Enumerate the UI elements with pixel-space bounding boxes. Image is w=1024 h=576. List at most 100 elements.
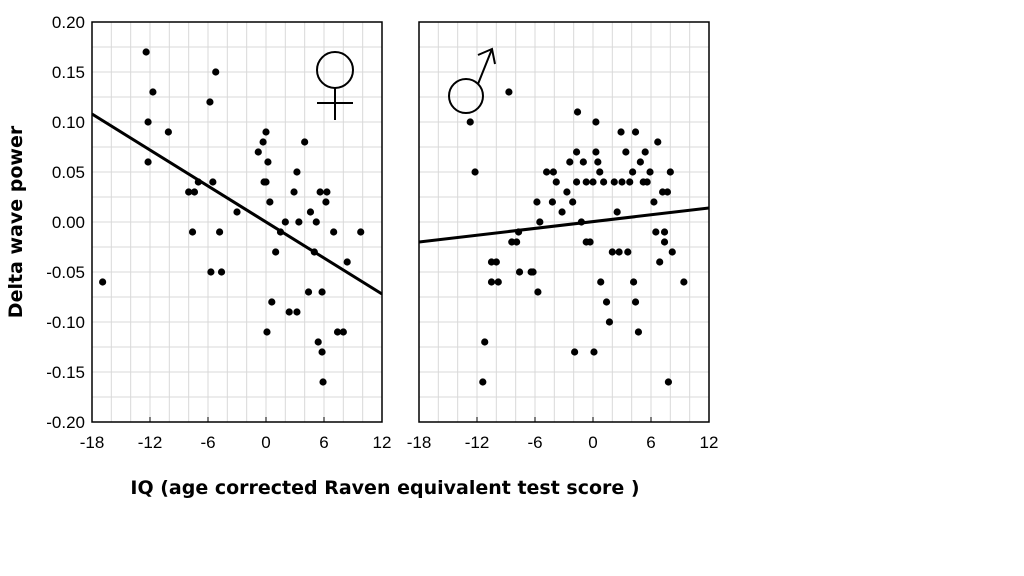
data-point bbox=[663, 188, 672, 196]
data-point bbox=[629, 168, 637, 176]
data-point bbox=[634, 328, 643, 336]
data-point bbox=[264, 158, 272, 166]
data-point bbox=[304, 288, 313, 296]
data-point bbox=[548, 198, 557, 206]
y-tick-label: 0.15 bbox=[52, 63, 85, 82]
data-point bbox=[566, 158, 574, 166]
data-point bbox=[295, 218, 303, 226]
regression-line bbox=[419, 206, 709, 244]
data-point bbox=[552, 178, 560, 186]
data-point bbox=[188, 228, 197, 236]
data-point bbox=[654, 138, 662, 146]
data-point bbox=[293, 168, 301, 176]
data-point bbox=[622, 148, 630, 156]
plot-frame bbox=[91, 21, 383, 423]
data-point bbox=[314, 338, 322, 346]
data-point bbox=[330, 228, 338, 236]
data-point bbox=[536, 218, 544, 226]
x-tick-label: -12 bbox=[138, 433, 163, 452]
x-tick-label: 6 bbox=[319, 433, 328, 452]
data-point bbox=[571, 348, 579, 356]
data-point bbox=[572, 178, 581, 186]
male-symbol-icon bbox=[448, 47, 496, 114]
data-point bbox=[652, 228, 660, 236]
data-point bbox=[558, 208, 566, 216]
data-point bbox=[656, 258, 664, 266]
data-point bbox=[285, 308, 293, 316]
x-tick-label: -6 bbox=[200, 433, 215, 452]
data-point bbox=[322, 198, 330, 206]
panel-female bbox=[91, 21, 383, 423]
data-point bbox=[660, 238, 669, 246]
data-point bbox=[608, 248, 616, 256]
data-point bbox=[668, 248, 676, 256]
x-tick-label: -18 bbox=[80, 433, 105, 452]
data-point bbox=[592, 118, 600, 126]
data-point bbox=[549, 168, 557, 176]
data-point bbox=[333, 328, 342, 336]
x-tick-label: -12 bbox=[465, 433, 490, 452]
data-point bbox=[626, 178, 634, 186]
data-point bbox=[660, 228, 669, 236]
y-axis-label: Delta wave power bbox=[5, 125, 27, 318]
data-point bbox=[579, 158, 587, 166]
y-tick-label: -0.10 bbox=[46, 313, 85, 332]
data-point bbox=[650, 198, 658, 206]
data-point bbox=[543, 168, 551, 176]
data-point bbox=[466, 118, 474, 126]
data-point bbox=[630, 278, 638, 286]
data-point bbox=[144, 158, 152, 166]
data-point bbox=[589, 178, 597, 186]
data-point bbox=[505, 88, 513, 96]
data-point bbox=[487, 278, 496, 286]
data-point bbox=[641, 148, 649, 156]
data-point bbox=[144, 118, 152, 126]
data-point bbox=[471, 168, 479, 176]
data-point bbox=[293, 308, 301, 316]
data-point bbox=[479, 378, 487, 386]
data-point bbox=[318, 288, 326, 296]
data-point bbox=[323, 188, 331, 196]
data-point bbox=[600, 178, 608, 186]
data-point bbox=[217, 268, 226, 276]
data-point bbox=[664, 378, 673, 386]
data-point bbox=[259, 138, 267, 146]
data-point bbox=[233, 208, 241, 216]
data-point bbox=[631, 128, 640, 136]
y-tick-label: 0.20 bbox=[52, 13, 85, 32]
x-tick-label: -18 bbox=[407, 433, 432, 452]
data-point bbox=[605, 318, 614, 326]
x-tick-label: 12 bbox=[700, 433, 719, 452]
data-point bbox=[646, 168, 654, 176]
data-point bbox=[99, 278, 107, 286]
data-point bbox=[190, 188, 199, 196]
data-point bbox=[185, 188, 193, 196]
data-point bbox=[563, 188, 571, 196]
data-point bbox=[262, 128, 270, 136]
data-point bbox=[618, 178, 626, 186]
x-tick-label: 6 bbox=[646, 433, 655, 452]
y-tick-label: -0.05 bbox=[46, 263, 85, 282]
data-point bbox=[209, 178, 217, 186]
data-point bbox=[281, 218, 289, 226]
data-point bbox=[212, 68, 220, 76]
data-point bbox=[266, 198, 274, 206]
data-point bbox=[357, 228, 365, 236]
data-point bbox=[216, 228, 224, 236]
x-tick-label: 0 bbox=[588, 433, 597, 452]
data-point bbox=[586, 238, 594, 246]
data-point bbox=[301, 138, 309, 146]
x-axis-ticks: -18 -12 -6 0 6 12 -18 -12 -6 0 6 12 bbox=[80, 433, 719, 452]
data-point bbox=[481, 338, 489, 346]
data-point bbox=[534, 288, 542, 296]
panel-male bbox=[418, 21, 710, 423]
data-point bbox=[515, 268, 524, 276]
data-point bbox=[492, 258, 500, 266]
data-point bbox=[613, 208, 621, 216]
data-point bbox=[494, 278, 502, 286]
data-point bbox=[666, 168, 674, 176]
x-tick-label: -6 bbox=[527, 433, 542, 452]
data-point bbox=[602, 298, 611, 306]
y-tick-label: -0.15 bbox=[46, 363, 85, 382]
data-point bbox=[597, 278, 605, 286]
